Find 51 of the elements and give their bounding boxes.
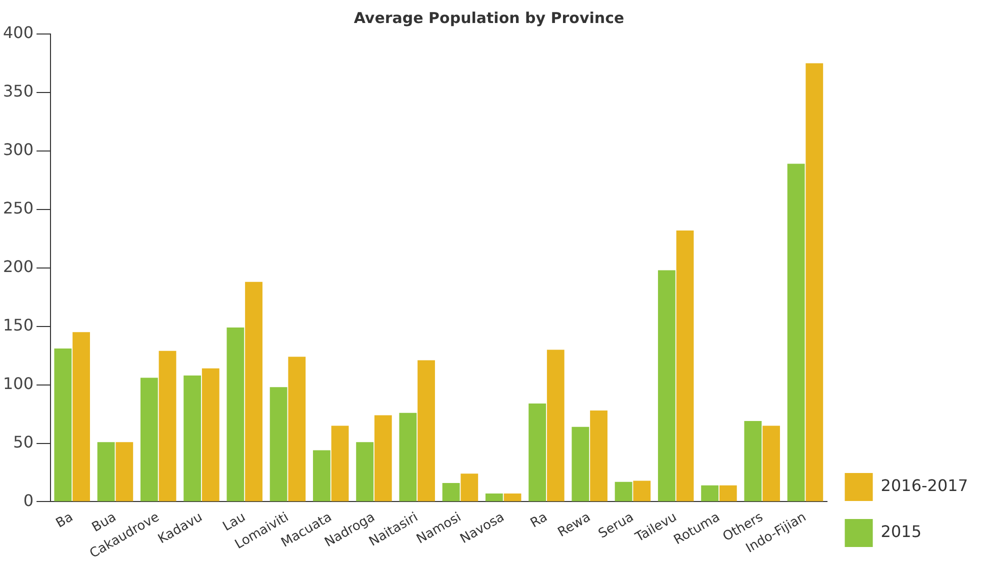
bar — [270, 387, 288, 502]
bar — [399, 412, 417, 502]
bar — [719, 485, 737, 502]
bar — [744, 421, 762, 502]
bar — [54, 348, 72, 502]
bar — [658, 270, 676, 502]
bar — [787, 164, 805, 502]
bar — [331, 426, 349, 502]
y-tick-label: 0 — [23, 490, 34, 510]
bar — [590, 410, 608, 502]
legend-label: 2016-2017 — [880, 476, 968, 496]
bar — [701, 485, 719, 502]
bar — [140, 378, 158, 502]
x-tick-label: Ba — [54, 510, 76, 532]
chart-title: Average Population by Province — [354, 8, 624, 27]
bar — [614, 482, 632, 502]
bar — [116, 442, 134, 502]
y-tick-label: 350 — [2, 82, 34, 101]
x-tick-label: Rewa — [555, 510, 594, 540]
bar — [97, 442, 115, 502]
y-tick-label: 150 — [2, 315, 34, 334]
y-tick-label: 100 — [2, 374, 34, 393]
y-tick-label: 400 — [2, 23, 34, 42]
bar — [504, 494, 522, 502]
bar — [312, 450, 330, 502]
bar — [528, 404, 546, 502]
bar — [676, 230, 694, 502]
x-tick-label: Ra — [528, 510, 550, 532]
bar — [288, 356, 306, 502]
bar — [245, 282, 262, 502]
bar — [158, 350, 176, 502]
y-tick-label: 200 — [2, 257, 34, 276]
y-tick-label: 50 — [13, 432, 34, 452]
bar — [572, 426, 590, 502]
bar — [72, 332, 90, 502]
bar — [442, 483, 460, 502]
bar — [460, 474, 478, 502]
bar — [226, 328, 244, 502]
bar — [633, 480, 651, 502]
bar — [485, 494, 503, 502]
bar — [418, 360, 435, 502]
bar — [202, 368, 220, 502]
bar — [546, 350, 564, 502]
bar — [806, 63, 824, 502]
legend-label: 2015 — [880, 522, 922, 542]
bar — [374, 415, 392, 502]
bar — [356, 442, 374, 502]
y-tick-label: 300 — [2, 140, 34, 160]
bar — [762, 426, 780, 502]
y-tick-label: 250 — [2, 198, 34, 218]
bar — [184, 375, 202, 502]
